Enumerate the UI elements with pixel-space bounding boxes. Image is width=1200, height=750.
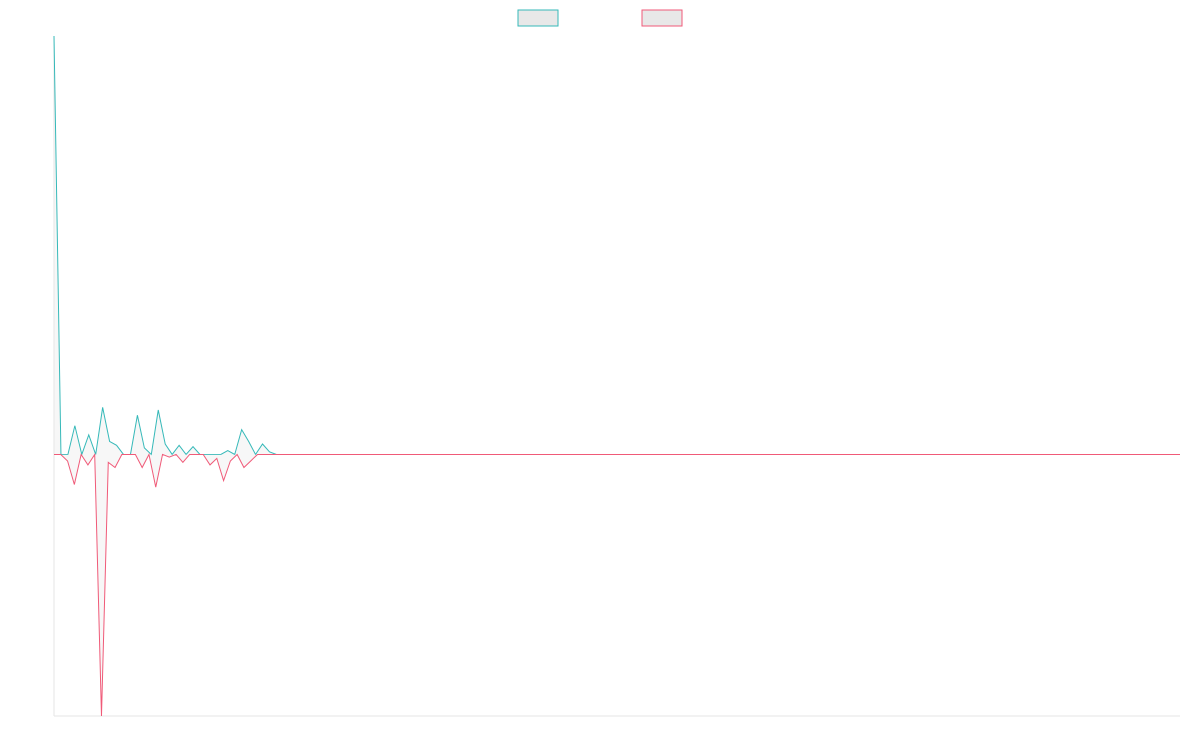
series-0-area — [54, 36, 1180, 455]
series-layer — [53, 35, 1180, 717]
axes — [53, 36, 1180, 717]
series-0-line — [53, 35, 1180, 457]
series-1-area — [54, 454, 1180, 716]
legend-swatch-series-1[interactable] — [641, 9, 683, 27]
series-1-line — [54, 452, 1180, 717]
legend-swatch-series-0[interactable] — [517, 9, 559, 27]
legend — [517, 9, 683, 27]
